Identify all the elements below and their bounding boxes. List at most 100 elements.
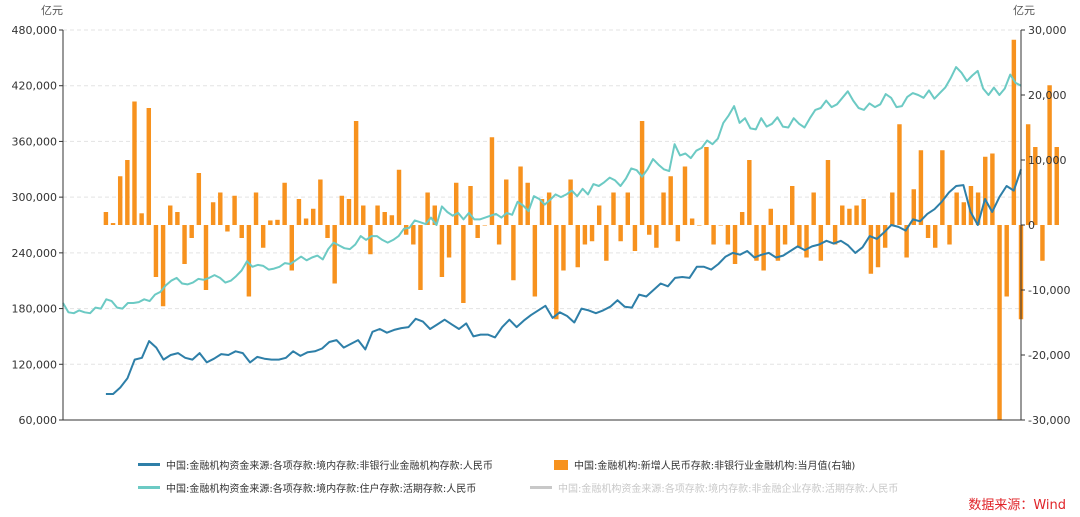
bar (282, 182, 287, 225)
bar (990, 153, 995, 225)
bar (439, 225, 445, 277)
bar (289, 225, 294, 271)
bar (260, 225, 266, 248)
bar (554, 225, 559, 320)
bar (132, 101, 137, 225)
bar (446, 225, 452, 258)
bar (539, 199, 545, 225)
bar (682, 166, 688, 225)
right-tick-label: 0 (1028, 219, 1035, 232)
bar (532, 225, 538, 297)
bar (604, 225, 609, 261)
legend-item-2[interactable]: 中国:金融机构:新增人民币存款:非银行业金融机构:当月值(右轴) (554, 457, 855, 472)
gridlines (63, 29, 1021, 365)
bar (840, 205, 845, 225)
legend-item-3[interactable]: 中国:金融机构资金来源:各项存款:境内存款:住户存款:活期存款:人民币 (138, 480, 476, 495)
bar (847, 208, 852, 225)
legend-label-3: 中国:金融机构资金来源:各项存款:境内存款:住户存款:活期存款:人民币 (166, 484, 477, 495)
bar (968, 186, 974, 225)
bar (1047, 85, 1052, 225)
bar (832, 225, 838, 245)
bar (504, 179, 509, 225)
left-tick-label: 60,000 (19, 414, 58, 427)
bar (918, 150, 924, 225)
bar (611, 192, 616, 225)
bar (625, 192, 631, 225)
right-tick-label: 30,000 (1028, 24, 1067, 37)
bar (647, 225, 652, 235)
bar (1033, 147, 1038, 225)
source-note: 数据来源：Wind (968, 498, 1066, 513)
bar (983, 156, 988, 225)
bar (368, 225, 373, 255)
left-unit-label: 亿元 (41, 4, 63, 17)
bar (339, 195, 345, 225)
bar (403, 225, 409, 235)
left-tick-label: 480,000 (12, 24, 58, 37)
bar (882, 225, 888, 248)
left-tick-label: 420,000 (12, 80, 58, 93)
bar (411, 225, 416, 245)
bar (932, 225, 938, 248)
bar (861, 199, 866, 225)
left-tick-label: 360,000 (12, 135, 58, 148)
bar (325, 225, 330, 238)
bar (975, 192, 981, 225)
bar (997, 225, 1002, 420)
legend-label-2: 中国:金融机构:新增人民币存款:非银行业金融机构:当月值(右轴) (574, 461, 856, 472)
bar (1025, 124, 1031, 225)
bar (790, 186, 795, 225)
bar (961, 202, 967, 225)
bar (225, 225, 230, 232)
bar (210, 202, 216, 225)
bar (718, 225, 723, 226)
bar (239, 225, 244, 238)
bar (453, 182, 459, 225)
bar (361, 205, 366, 225)
bar (189, 225, 194, 238)
bar (196, 173, 202, 225)
bar (203, 225, 209, 290)
bar (346, 199, 352, 225)
bar (275, 219, 280, 225)
legend-swatch-2 (554, 459, 568, 470)
bar (654, 225, 659, 248)
right-tick-label: 10,000 (1028, 154, 1067, 167)
bar (160, 225, 166, 307)
bar (868, 225, 874, 274)
right-tick-label: -30,000 (1028, 414, 1070, 427)
legend-item-4[interactable]: 中国:金融机构资金来源:各项存款:境内存款:非金融企业存款:活期存款:人民币 (530, 480, 898, 495)
bar (854, 205, 859, 225)
bar (482, 225, 488, 226)
bar (182, 225, 187, 264)
bar (739, 212, 745, 225)
bar (904, 225, 909, 258)
bar (117, 176, 123, 225)
bar (797, 225, 802, 248)
legend-swatch-3 (138, 486, 160, 489)
bar (568, 179, 573, 225)
bar (418, 225, 423, 290)
bar (732, 225, 738, 264)
right-tick-label: 20,000 (1028, 89, 1067, 102)
bar (375, 205, 380, 225)
bar (518, 166, 523, 225)
right-tick-label: -10,000 (1028, 284, 1070, 297)
left-tick-label: 120,000 (12, 358, 58, 371)
bar (925, 225, 931, 238)
bar (1004, 225, 1009, 297)
bar (875, 225, 881, 268)
bar (747, 160, 752, 225)
bar (125, 160, 130, 225)
bar (811, 192, 816, 225)
bar (268, 220, 273, 225)
bar (1054, 147, 1059, 225)
bar (303, 218, 309, 225)
legend-label-1: 中国:金融机构资金来源:各项存款:境内存款:非银行业金融机构存款:人民币 (166, 461, 493, 472)
right-unit-label: 亿元 (1013, 4, 1035, 17)
left-tick-label: 300,000 (12, 191, 58, 204)
bar (232, 195, 237, 225)
legend-swatch-1 (138, 463, 160, 466)
legend-item-1[interactable]: 中国:金融机构资金来源:各项存款:境内存款:非银行业金融机构存款:人民币 (138, 457, 493, 472)
